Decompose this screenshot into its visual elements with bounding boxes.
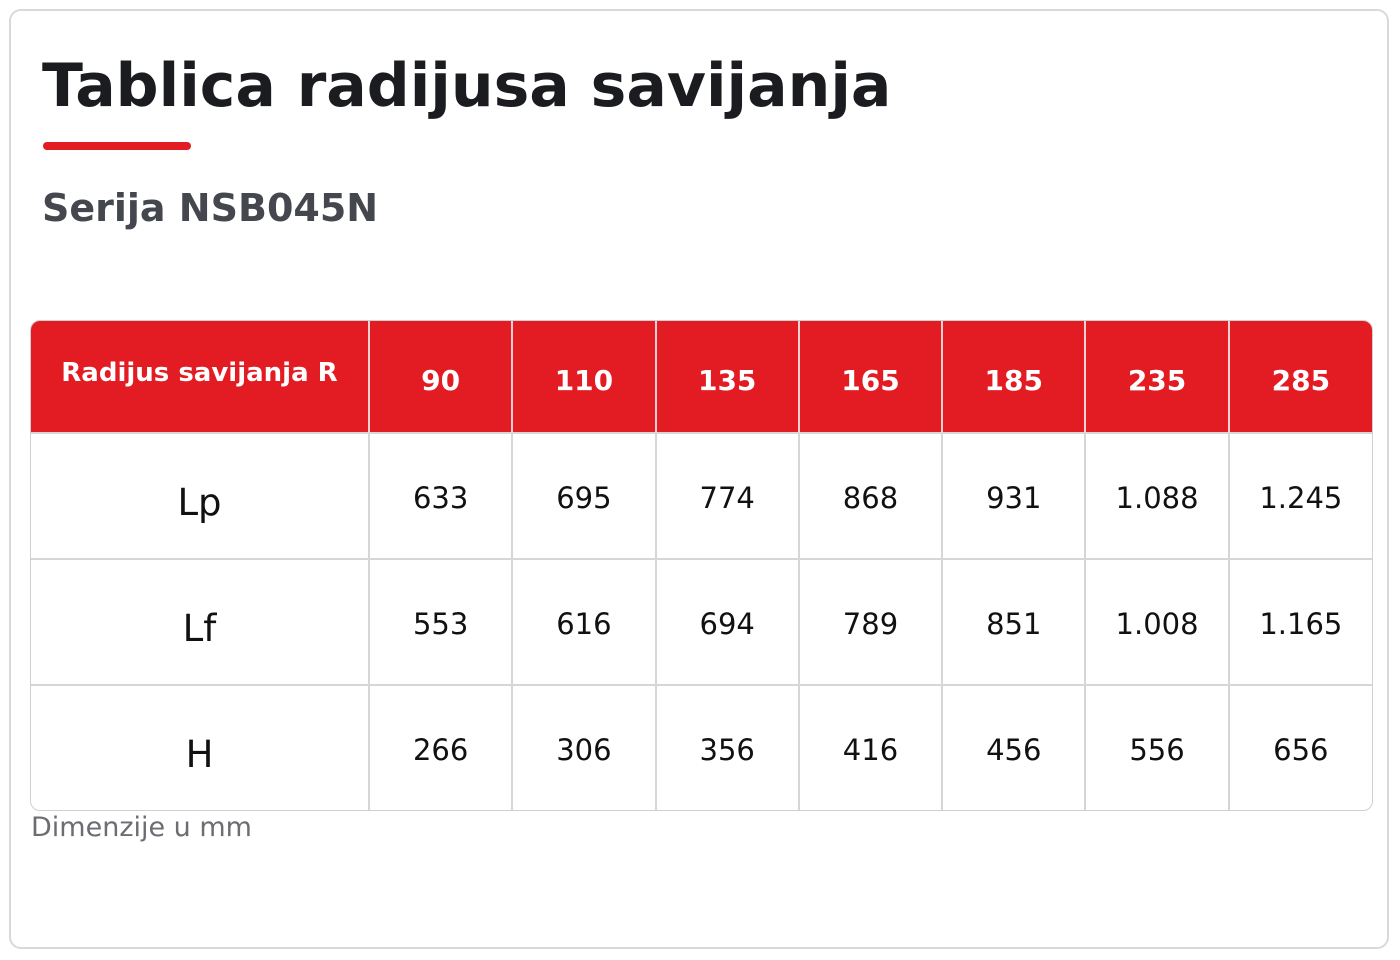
footnote: Dimenzije u mm (31, 812, 252, 843)
row-label: Lp (31, 432, 370, 560)
table-body: Lp 633 695 774 868 931 1.088 1.245 Lf 553 616 694 78… (31, 432, 1372, 810)
header-cell: Radijus savijanja R (31, 321, 370, 433)
cell: 1.165 (1227, 558, 1372, 686)
subtitle: Serija NSB045N (42, 186, 379, 230)
table-row: Lf 553 616 694 789 851 1.008 1.165 (31, 558, 1372, 686)
cell: 266 (367, 684, 514, 810)
cell: 1.245 (1227, 432, 1372, 560)
cell: 774 (654, 432, 800, 560)
header-cell: 235 (1084, 321, 1230, 433)
header-cell: 90 (367, 321, 514, 433)
cell: 851 (941, 558, 1087, 686)
table-container: Radijus savijanja R 90 110 135 165 185 235 285 … (30, 320, 1373, 811)
cell: 616 (511, 558, 657, 686)
cell: 456 (941, 684, 1087, 810)
cell: 931 (941, 432, 1087, 560)
cell: 553 (367, 558, 514, 686)
cell: 868 (797, 432, 944, 560)
header-cell: 110 (511, 321, 657, 433)
cell: 1.008 (1084, 558, 1230, 686)
card (9, 9, 1389, 949)
header-cell: 135 (654, 321, 800, 433)
title: Tablica radijusa savijanja (42, 51, 892, 121)
cell: 1.088 (1084, 432, 1230, 560)
header-row: Radijus savijanja R 90 110 135 165 185 235 285 (31, 321, 1372, 433)
cell: 789 (797, 558, 944, 686)
cell: 416 (797, 684, 944, 810)
cell: 694 (654, 558, 800, 686)
title-underline (43, 142, 191, 150)
header-cell: 165 (797, 321, 944, 433)
cell: 356 (654, 684, 800, 810)
table: Radijus savijanja R 90 110 135 165 185 235 285 … (31, 321, 1372, 810)
row-label: Lf (31, 558, 370, 686)
cell: 656 (1227, 684, 1372, 810)
cell: 695 (511, 432, 657, 560)
header-cell: 285 (1227, 321, 1372, 433)
row-label: H (31, 684, 370, 810)
cell: 306 (511, 684, 657, 810)
header-cell: 185 (941, 321, 1087, 433)
cell: 556 (1084, 684, 1230, 810)
table-row: Lp 633 695 774 868 931 1.088 1.245 (31, 432, 1372, 560)
cell: 633 (367, 432, 514, 560)
table-row: H 266 306 356 416 456 556 656 (31, 684, 1372, 810)
